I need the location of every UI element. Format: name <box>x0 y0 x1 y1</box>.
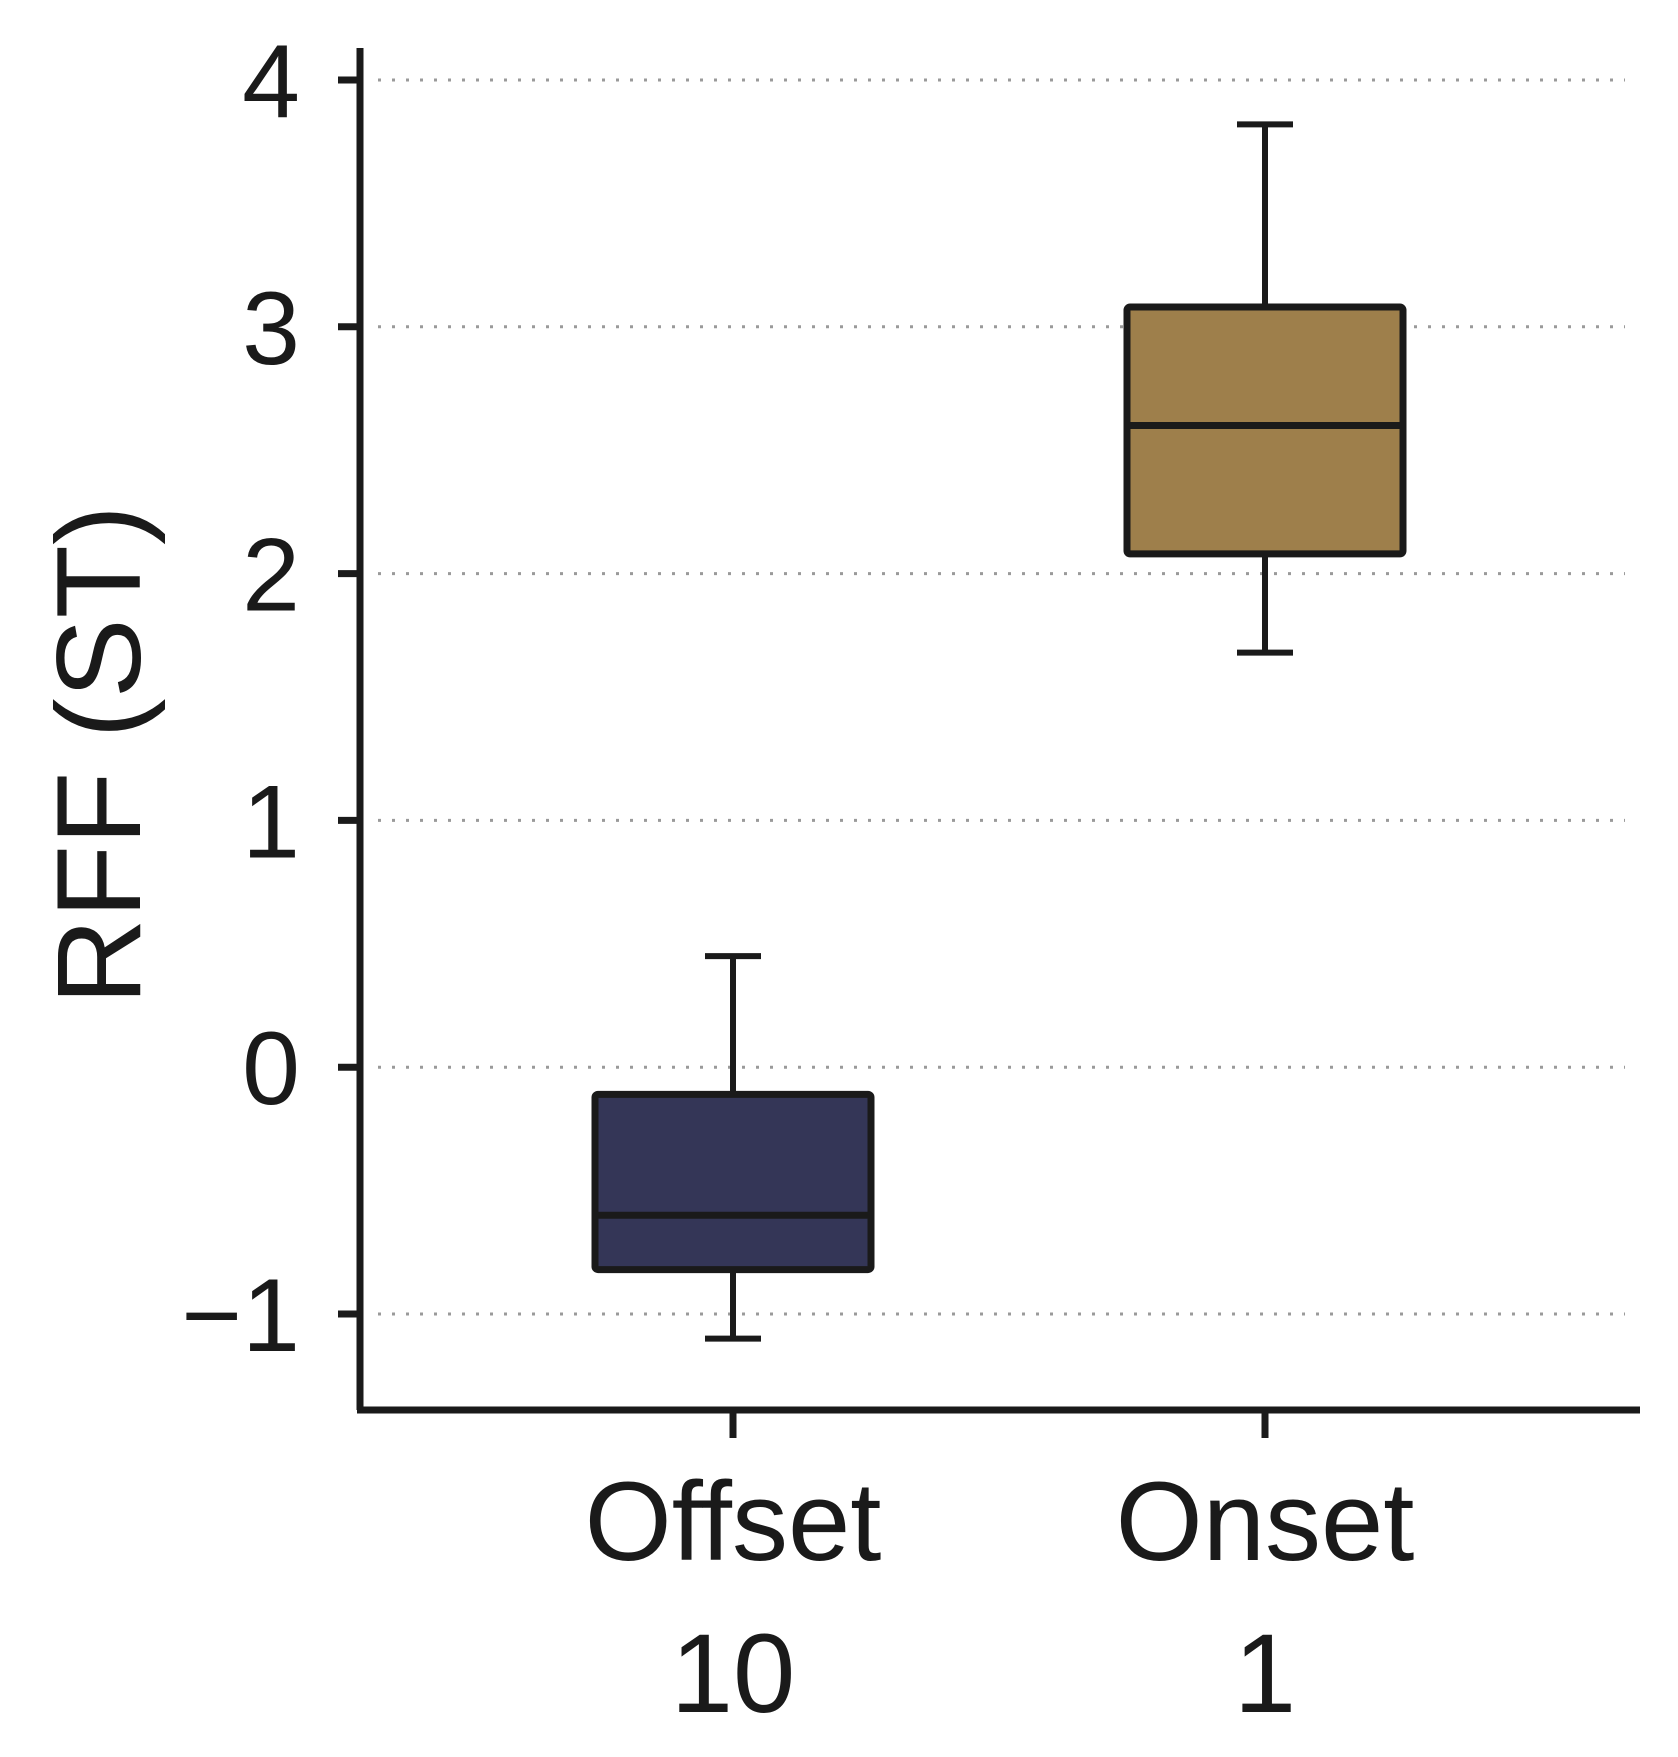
y-ticks: −1 0 1 2 3 4 <box>181 24 360 1374</box>
iqr-box <box>591 1090 875 1274</box>
x-tick-label: Onset <box>1116 1459 1415 1584</box>
x-ticks: Offset 10 Onset 1 <box>585 1410 1415 1736</box>
axes <box>356 48 1640 1414</box>
iqr-box <box>1123 303 1407 558</box>
y-tick-label: 0 <box>242 1011 300 1127</box>
x-tick-label: Offset <box>585 1459 882 1584</box>
y-tick-label: 3 <box>242 271 300 387</box>
box-onset <box>1123 121 1407 656</box>
box-series <box>591 121 1407 1342</box>
y-tick-label: 2 <box>242 518 300 634</box>
box-offset <box>591 953 875 1342</box>
grid-lines <box>378 78 1625 1316</box>
y-tick-label: 1 <box>242 764 300 880</box>
x-tick-sublabel: 10 <box>671 1611 796 1736</box>
x-tick-sublabel: 1 <box>1234 1611 1296 1736</box>
y-axis-title: RFF (ST) <box>32 505 166 1005</box>
y-tick-label: −1 <box>181 1258 300 1374</box>
y-tick-label: 4 <box>242 24 300 140</box>
